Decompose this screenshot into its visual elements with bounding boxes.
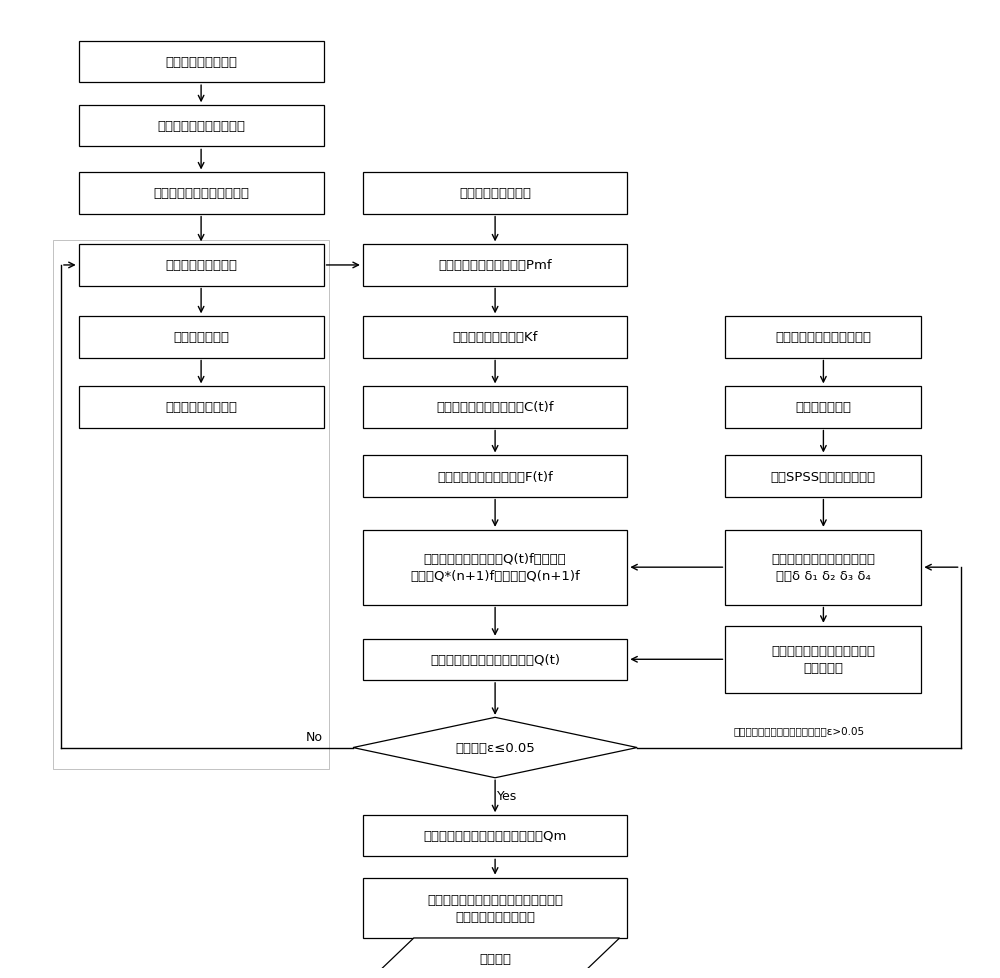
Text: 输出结果: 输出结果 [479,953,511,965]
Text: 计算四肢脉搏波血流量Q(t)f及血流量
预估值Q*(n+1)f和修正值Q(n+1)f: 计算四肢脉搏波血流量Q(t)f及血流量 预估值Q*(n+1)f和修正值Q(n+1… [410,553,580,583]
Bar [363,317,627,358]
Text: 相对误差ε≤0.05: 相对误差ε≤0.05 [455,741,535,754]
Bar [363,456,627,497]
Text: 采集、保存血压数据: 采集、保存血压数据 [459,188,531,200]
Bar [79,387,324,428]
Text: Yes: Yes [497,788,517,802]
Bar [79,42,324,83]
Bar [79,106,324,148]
Text: 判定完整一（个）组波形: 判定完整一（个）组波形 [157,120,245,133]
Bar [53,241,329,769]
Bar [363,877,627,938]
Text: 计算四肢脉搏波传播速度C(t)f: 计算四肢脉搏波传播速度C(t)f [436,401,554,414]
Text: 利用SPSS线性相关性分析: 利用SPSS线性相关性分析 [771,470,876,483]
Polygon shape [353,718,637,778]
Bar [79,173,324,214]
Bar [363,387,627,428]
Bar [363,816,627,857]
Bar [725,317,921,358]
Text: 波形迭代计算后相对误差仍计算出ε>0.05: 波形迭代计算后相对误差仍计算出ε>0.05 [733,726,864,735]
Text: 计算一个心动周期内的平均血流量Qm: 计算一个心动周期内的平均血流量Qm [423,829,567,842]
Text: 计算四肢的波形因子Kf: 计算四肢的波形因子Kf [452,332,538,344]
Bar [725,456,921,497]
Text: 计算四肢脉搏波压力梯度F(t)f: 计算四肢脉搏波压力梯度F(t)f [437,470,553,483]
Text: 计算一个心动周期内的血流量Q(t): 计算一个心动周期内的血流量Q(t) [430,653,560,666]
Bar [363,530,627,605]
Bar [725,626,921,693]
Text: 计算四肢动脉压力平均值Pmf: 计算四肢动脉压力平均值Pmf [438,259,552,272]
Bar [79,245,324,287]
Text: 拟合人体血流量与四肢血流量
的计算公式: 拟合人体血流量与四肢血流量 的计算公式 [771,645,875,675]
Text: 采集、保存波形数据: 采集、保存波形数据 [165,56,237,69]
Text: 基于流行病学采集临床数据: 基于流行病学采集临床数据 [775,332,871,344]
Text: 一组波形幅值与周期归一化: 一组波形幅值与周期归一化 [153,188,249,200]
Text: 数据筛选及分组: 数据筛选及分组 [795,401,851,414]
Bar [363,173,627,214]
Polygon shape [371,938,620,978]
Text: 提取波形特征点: 提取波形特征点 [173,332,229,344]
Bar [725,387,921,428]
Bar [363,245,627,287]
Text: 统计并计算四肢血流量的修正
系数δ δ₁ δ₂ δ₃ δ₄: 统计并计算四肢血流量的修正 系数δ δ₁ δ₂ δ₃ δ₄ [771,553,875,583]
Text: No: No [305,730,322,742]
Text: 完成脉搏波波形处理: 完成脉搏波波形处理 [165,401,237,414]
Bar [725,530,921,605]
Text: 依据血流量计算心脏血流和做功参数、
血管参数、微循环参数: 依据血流量计算心脏血流和做功参数、 血管参数、微循环参数 [427,893,563,923]
Bar [363,639,627,681]
Bar [79,317,324,358]
Text: 获取平均波形并标定: 获取平均波形并标定 [165,259,237,272]
